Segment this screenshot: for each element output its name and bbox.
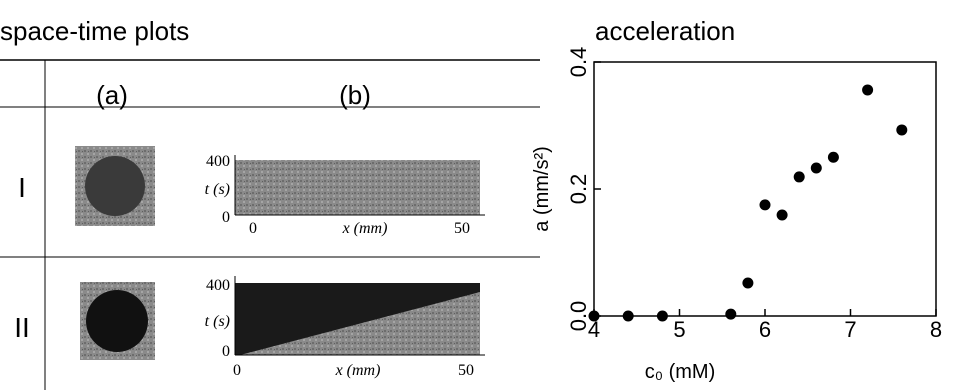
data-point bbox=[811, 163, 822, 174]
x-tick-label: 8 bbox=[930, 317, 942, 342]
data-point bbox=[760, 199, 771, 210]
y-axis-label: a (mm/s²) bbox=[531, 146, 553, 232]
y-tick-label: 0.4 bbox=[566, 47, 591, 78]
inset-tick: 50 bbox=[454, 220, 470, 237]
data-point bbox=[828, 152, 839, 163]
x-tick-label: 6 bbox=[759, 317, 771, 342]
inset-tick: 0 bbox=[249, 220, 257, 237]
inset-label: x (mm) bbox=[342, 220, 388, 237]
inset-label: t (s) bbox=[205, 181, 230, 198]
data-point bbox=[725, 309, 736, 320]
data-point bbox=[794, 171, 805, 182]
inset-tick: 400 bbox=[206, 277, 230, 294]
row-header: II bbox=[14, 312, 30, 343]
inset-label: x (mm) bbox=[335, 362, 381, 379]
data-point bbox=[862, 84, 873, 95]
x-tick-label: 5 bbox=[673, 317, 685, 342]
row-header: I bbox=[18, 172, 26, 203]
column-header: (b) bbox=[339, 80, 371, 110]
inset-tick: 0 bbox=[222, 209, 230, 226]
figure: space-time plots (a) (b) I II 400 0 t (s… bbox=[0, 0, 964, 390]
panel-title: space-time plots bbox=[0, 16, 189, 46]
data-point bbox=[589, 311, 600, 322]
data-point bbox=[623, 311, 634, 322]
space-time-image bbox=[235, 160, 480, 215]
inset-tick: 50 bbox=[458, 362, 474, 379]
plot-frame bbox=[594, 62, 936, 316]
y-tick-label: 0.2 bbox=[566, 174, 591, 205]
droplet bbox=[85, 156, 145, 216]
inset-tick: 400 bbox=[206, 153, 230, 170]
data-point bbox=[657, 311, 668, 322]
data-point bbox=[777, 210, 788, 221]
chart-title: acceleration bbox=[595, 16, 735, 46]
inset-tick: 0 bbox=[222, 343, 230, 360]
inset-tick: 0 bbox=[233, 362, 241, 379]
column-header: (a) bbox=[96, 80, 128, 110]
x-tick-label: 7 bbox=[844, 317, 856, 342]
data-point bbox=[742, 277, 753, 288]
x-axis-label: c₀ (mM) bbox=[645, 361, 716, 383]
y-tick-label: 0.0 bbox=[566, 301, 591, 332]
inset-label: t (s) bbox=[205, 313, 230, 330]
data-point bbox=[896, 124, 907, 135]
droplet bbox=[86, 290, 148, 352]
